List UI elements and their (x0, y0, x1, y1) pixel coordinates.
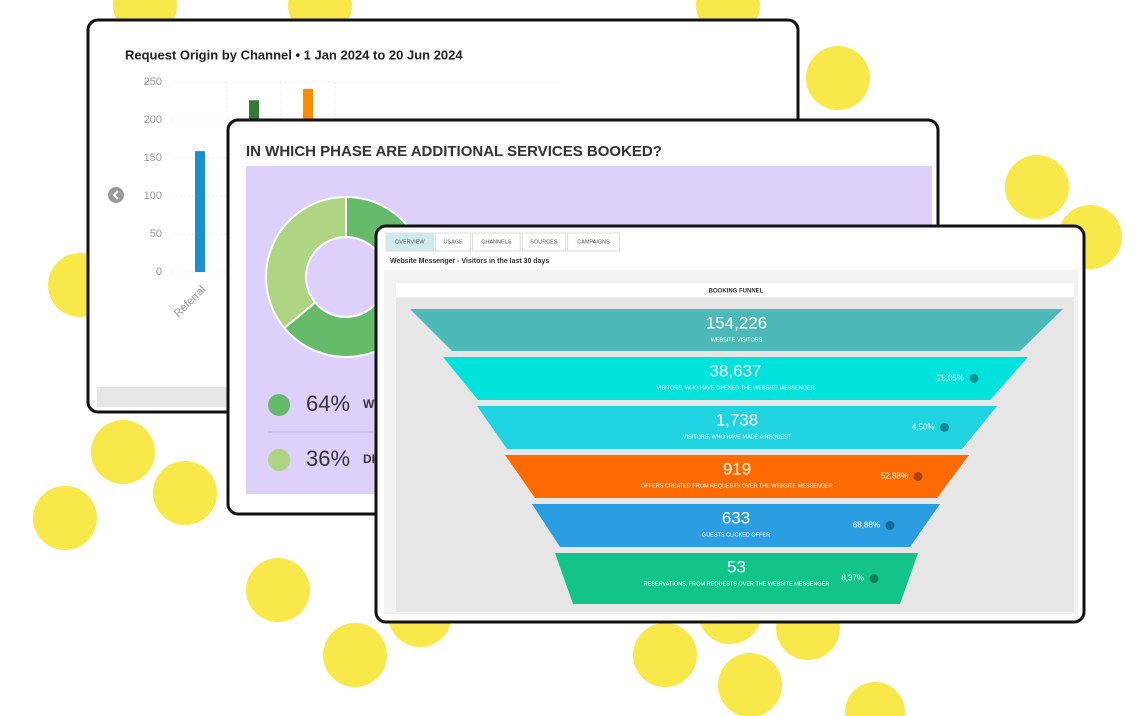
funnel-stage (532, 504, 940, 547)
tab-label[interactable]: USAGE (443, 239, 463, 245)
stage-label: GUESTS CLICKED OFFER (702, 532, 770, 538)
chart-title: Request Origin by Channel • 1 Jan 2024 t… (125, 47, 463, 62)
tab[interactable] (472, 232, 521, 252)
help-icon (869, 574, 879, 583)
stage-label: RESERVATIONS, FROM REQUESTS OVER THE WEB… (644, 581, 830, 587)
legend-label: W (363, 397, 375, 411)
stage-label: WEBSITE VISITORS (711, 337, 763, 343)
stage-rate: 8,37% (841, 574, 864, 583)
stage-rate: 68,88% (853, 521, 880, 530)
funnel-title: BOOKING FUNNEL (709, 289, 764, 295)
stage-value: 38,637 (710, 361, 762, 380)
help-icon (913, 472, 923, 481)
legend-swatch (268, 449, 290, 471)
funnel-stage (555, 553, 918, 604)
tab[interactable] (385, 232, 435, 252)
stage-label: VISITORS, WHO HAVE OPENED THE WEBSITE ME… (656, 385, 814, 391)
y-tick-label: 100 (144, 190, 162, 202)
stage-value: 1,738 (716, 410, 759, 429)
stage-value: 919 (723, 459, 751, 478)
help-icon (940, 423, 949, 432)
funnel-card: OVERVIEW USAGE CHANNELS SOURCES CAMPAIGNS Web… (374, 224, 1086, 624)
stage-label: OFFERS CREATED FROM REQUESTS OVER THE WE… (641, 483, 833, 489)
funnel-stage (505, 455, 969, 498)
tab-label[interactable]: CHANNELS (481, 239, 511, 245)
prev-arrow[interactable] (108, 187, 124, 203)
stage-value: 154,226 (706, 313, 767, 332)
stage-value: 633 (722, 508, 750, 527)
bar (195, 151, 205, 272)
subtitle: Website Messenger - Visitors in the last… (390, 258, 549, 265)
y-tick-label: 250 (144, 76, 162, 88)
y-tick-label: 0 (156, 266, 162, 278)
stage-rate: 25,05% (937, 374, 964, 383)
legend-value: 36% (306, 446, 350, 471)
legend-swatch (268, 394, 290, 416)
stage-label: VISITORS, WHO HAVE MADE A REQUEST (683, 434, 792, 440)
funnel-stage (477, 406, 997, 449)
legend-value: 64% (306, 391, 350, 416)
tab-label[interactable]: OVERVIEW (395, 239, 425, 245)
tab-label[interactable]: SOURCES (530, 239, 558, 245)
funnel-stage (443, 357, 1028, 400)
y-tick-label: 200 (144, 114, 162, 126)
tab[interactable] (567, 232, 620, 252)
stage-rate: 4,50% (912, 423, 935, 432)
chart-title: IN WHICH PHASE ARE ADDITIONAL SERVICES B… (246, 143, 662, 160)
tab[interactable] (435, 232, 472, 252)
tab[interactable] (521, 232, 567, 252)
funnel-stage (410, 309, 1063, 351)
help-icon (885, 521, 895, 530)
y-tick-label: 150 (144, 152, 162, 164)
stage-value: 53 (727, 557, 746, 576)
donut-slice (265, 195, 347, 330)
stage-rate: 52,88% (881, 472, 908, 481)
y-tick-label: 50 (150, 228, 162, 240)
help-icon (969, 374, 979, 383)
legend-label: DI (363, 452, 375, 466)
tab-label[interactable]: CAMPAIGNS (577, 239, 610, 245)
